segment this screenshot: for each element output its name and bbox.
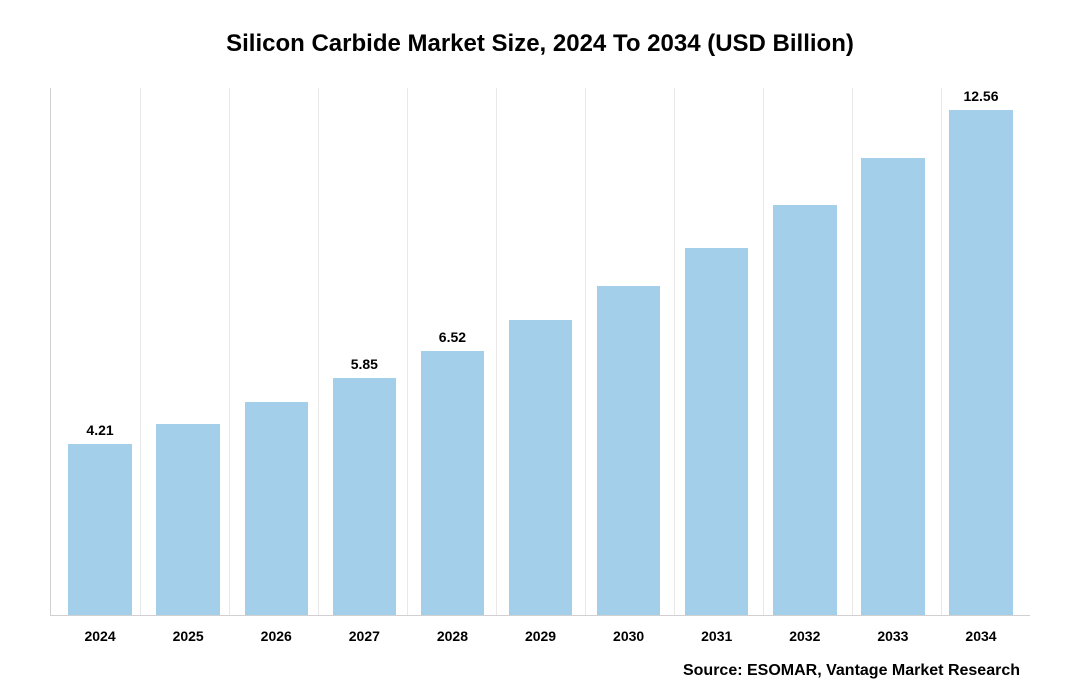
x-axis-label: 2024 [56,628,144,644]
bar [861,158,924,615]
bar-value-label: 4.21 [86,422,113,438]
source-attribution: Source: ESOMAR, Vantage Market Research [50,662,1030,680]
chart-container: Silicon Carbide Market Size, 2024 To 203… [0,0,1080,700]
bar [597,286,660,615]
bar-group: 6.52 [408,88,496,615]
bar-group [496,88,584,615]
bar-group: 4.21 [56,88,144,615]
x-axis-label: 2027 [320,628,408,644]
x-axis-label: 2025 [144,628,232,644]
bar [421,351,484,615]
bar [773,205,836,615]
x-axis-label: 2034 [937,628,1025,644]
bar [156,424,219,615]
x-axis-labels: 2024202520262027202820292030203120322033… [51,616,1030,644]
bar-value-label: 5.85 [351,356,378,372]
bar-group: 5.85 [320,88,408,615]
x-axis-label: 2030 [585,628,673,644]
bar-group [232,88,320,615]
bar [949,110,1012,615]
bar [68,444,131,615]
bar [509,320,572,615]
bar-group [673,88,761,615]
x-axis-label: 2031 [673,628,761,644]
x-axis-label: 2032 [761,628,849,644]
bar-value-label: 6.52 [439,329,466,345]
bar-group [849,88,937,615]
bar [333,378,396,615]
chart-title: Silicon Carbide Market Size, 2024 To 203… [50,30,1030,58]
bar [685,248,748,615]
bar-group [144,88,232,615]
x-axis-label: 2033 [849,628,937,644]
bar [245,402,308,615]
bar-group [585,88,673,615]
bar-value-label: 12.56 [963,88,998,104]
bar-group: 12.56 [937,88,1025,615]
bar-group [761,88,849,615]
chart-plot-area: 4.21 5.85 6.52 12.56 [50,88,1030,616]
x-axis-label: 2026 [232,628,320,644]
x-axis-label: 2028 [408,628,496,644]
x-axis-label: 2029 [496,628,584,644]
